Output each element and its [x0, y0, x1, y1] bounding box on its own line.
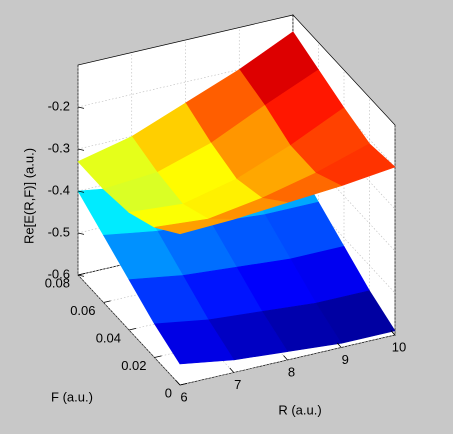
x-tick-label: 7	[234, 377, 241, 392]
z-tick	[77, 106, 85, 109]
y-tick	[179, 383, 188, 386]
y-tick	[77, 273, 86, 276]
z-tick	[77, 232, 85, 235]
grid-line	[77, 274, 181, 386]
y-tick-label: 0.02	[121, 358, 146, 373]
z-tick-label: -0.2	[48, 98, 70, 113]
y-tick	[103, 300, 111, 303]
y-tick-label: 0.08	[45, 275, 70, 290]
y-tick-label: 0.04	[96, 330, 121, 345]
x-tick-label: 10	[392, 339, 406, 354]
x-tick	[390, 330, 396, 336]
z-axis-label: Re[E(R,F)] (a.u.)	[21, 148, 36, 244]
z-tick-label: -0.6	[48, 266, 70, 281]
z-tick-label: -0.5	[48, 224, 70, 239]
x-tick-label: 6	[180, 389, 187, 404]
x-tick-label: 9	[342, 352, 349, 367]
z-tick	[77, 274, 85, 277]
y-tick	[128, 328, 137, 331]
x-tick	[175, 380, 181, 386]
surface	[77, 31, 396, 365]
y-tick	[154, 355, 162, 358]
x-axis-label: R (a.u.)	[278, 402, 321, 417]
z-tick-label: -0.3	[48, 140, 70, 155]
x-tick-label: 8	[288, 364, 295, 379]
surface-cell	[154, 218, 234, 235]
y-axis-label: F (a.u.)	[51, 389, 93, 404]
y-tick-label: 0.06	[70, 303, 95, 318]
z-tick-label: -0.4	[48, 182, 70, 197]
z-tick	[77, 190, 85, 193]
y-tick-label: 0	[165, 385, 172, 400]
x-tick	[336, 342, 342, 348]
surface-cell	[153, 319, 235, 365]
x-tick	[283, 355, 288, 361]
ticks: -0.6 -0.5 -0.4 -0.3 -0.2 6 7 8 9 10 0 0.020.040.060…	[45, 98, 407, 404]
x-tick	[229, 367, 235, 373]
z-tick	[77, 148, 85, 151]
